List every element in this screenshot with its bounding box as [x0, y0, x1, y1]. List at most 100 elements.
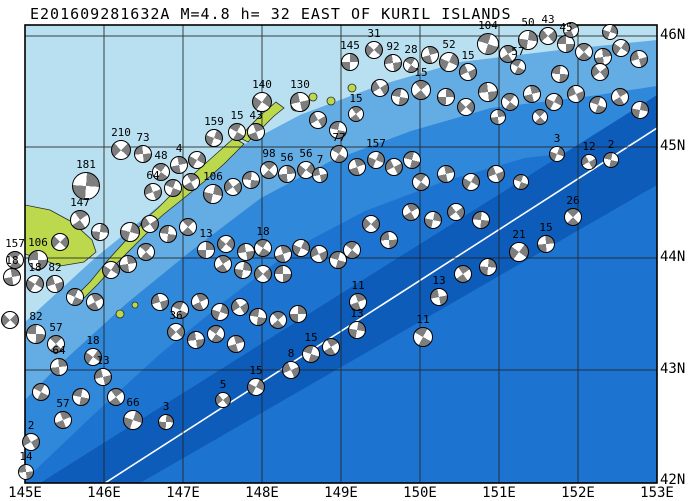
- beachball: [151, 293, 169, 311]
- depth-label: 56: [280, 151, 294, 164]
- beachball: [249, 308, 267, 326]
- depth-label: 28: [404, 43, 418, 56]
- beachball: [329, 121, 347, 139]
- beachball: [282, 361, 300, 379]
- x-tick-label: 147E: [166, 485, 200, 501]
- beachball: [575, 43, 593, 61]
- beachball: [254, 239, 272, 257]
- beachball: [348, 321, 366, 339]
- beachball: [380, 231, 398, 249]
- beachball: [94, 368, 112, 386]
- depth-label: 7: [316, 153, 324, 166]
- beachball: [1, 311, 19, 329]
- beachball: [187, 331, 205, 349]
- beachball: [603, 152, 619, 168]
- depth-label: 4: [175, 142, 183, 155]
- beachball: [523, 85, 541, 103]
- depth-label: 2: [27, 419, 35, 432]
- beachball: [411, 80, 431, 100]
- beachball: [54, 411, 72, 429]
- y-tick-label: 43N: [660, 361, 686, 377]
- depth-label: 157: [366, 137, 386, 150]
- beachball: [170, 156, 188, 174]
- beachball: [234, 261, 252, 279]
- beachball: [191, 293, 209, 311]
- beachball: [211, 303, 229, 321]
- beachball: [70, 210, 90, 230]
- depth-label: 64: [52, 344, 66, 357]
- x-tick-label: 145E: [8, 485, 42, 501]
- beachball: [349, 293, 367, 311]
- beachball: [111, 140, 131, 160]
- depth-label: 92: [386, 40, 400, 53]
- beachball: [564, 208, 582, 226]
- beachball: [413, 327, 433, 347]
- depth-label: 13: [96, 354, 110, 367]
- beachball: [589, 96, 607, 114]
- x-tick-label: 152E: [561, 485, 595, 501]
- beachball: [602, 24, 618, 40]
- ocean-trench-region: [40, 95, 657, 483]
- beachball: [28, 250, 48, 270]
- beachball: [581, 154, 597, 170]
- beachball: [102, 261, 120, 279]
- x-tick-label: 151E: [482, 485, 516, 501]
- beachball: [91, 223, 109, 241]
- beachball: [510, 59, 526, 75]
- beachball: [205, 129, 223, 147]
- beachball: [141, 215, 159, 233]
- beachball: [215, 392, 231, 408]
- beachball: [50, 358, 68, 376]
- depth-label: 98: [262, 147, 276, 160]
- beachball: [292, 239, 310, 257]
- beachball: [509, 242, 529, 262]
- beachball: [3, 268, 21, 286]
- beachball: [310, 245, 328, 263]
- beachball: [403, 57, 419, 73]
- depth-label: 56: [299, 147, 313, 160]
- y-tick-label: 45N: [660, 138, 686, 154]
- beachball: [322, 338, 340, 356]
- plot-title: E201609281632A M=4.8 h= 32 EAST OF KURIL…: [30, 5, 512, 23]
- beachball: [252, 92, 272, 112]
- beachball: [46, 275, 64, 293]
- land-islet: [347, 83, 357, 93]
- beachball: [224, 178, 242, 196]
- beachball: [269, 311, 287, 329]
- depth-label: 157: [5, 237, 25, 250]
- depth-label: 15: [461, 49, 475, 62]
- beachball: [329, 251, 347, 269]
- depth-label: 181: [76, 158, 96, 171]
- depth-label: 31: [367, 27, 381, 40]
- beachball: [274, 245, 292, 263]
- depth-label: 73: [136, 131, 150, 144]
- depth-label: 130: [290, 78, 310, 91]
- depth-label: 12: [582, 140, 596, 153]
- beachball: [119, 255, 137, 273]
- beachball: [384, 54, 402, 72]
- depth-label: 64: [146, 169, 160, 182]
- depth-label: 15: [230, 109, 244, 122]
- depth-label: 48: [154, 149, 168, 162]
- beachball: [159, 225, 177, 243]
- depth-label: 77: [332, 131, 346, 144]
- beachball: [457, 98, 475, 116]
- beachball: [362, 215, 380, 233]
- beachball: [84, 348, 102, 366]
- beachball: [462, 173, 480, 191]
- depth-label: 104: [478, 19, 498, 32]
- beachball: [312, 167, 328, 183]
- x-tick-label: 153E: [640, 485, 674, 501]
- beachball: [424, 211, 442, 229]
- depth-label: 13: [432, 274, 446, 287]
- beachball: [490, 109, 506, 125]
- beachball: [348, 106, 364, 122]
- y-tick-label: 42N: [660, 472, 686, 488]
- beachball: [51, 233, 69, 251]
- beachball: [302, 345, 320, 363]
- beachball: [214, 255, 232, 273]
- beachball: [549, 146, 565, 162]
- beachball: [72, 388, 90, 406]
- x-tick-label: 146E: [87, 485, 121, 501]
- depth-label: 106: [203, 170, 223, 183]
